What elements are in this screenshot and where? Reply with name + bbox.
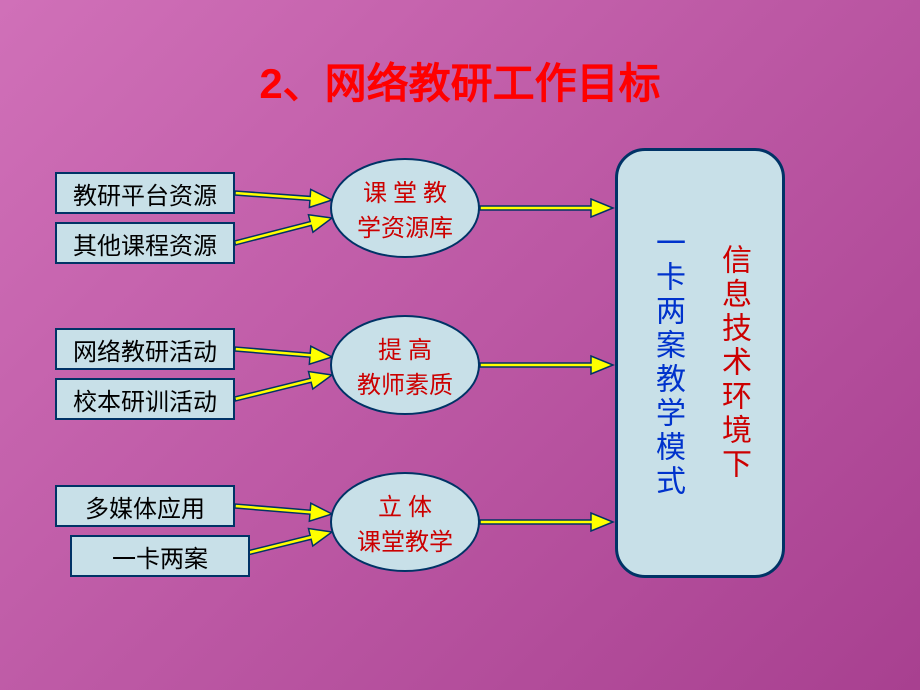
input-box-r2: 其他课程资源 (55, 222, 235, 264)
arrow (480, 513, 613, 531)
arrow (480, 356, 613, 374)
input-box-r3: 网络教研活动 (55, 328, 235, 370)
output-column-2: 一卡两案教学模式 (640, 227, 694, 499)
slide-container: 2、网络教研工作目标 一卡两案教学模式 信息技术环境下 教研平台资源其他课程资源… (0, 0, 920, 690)
input-box-r6: 一卡两案 (70, 535, 250, 577)
arrow (235, 346, 332, 364)
process-ellipse-e1: 课 堂 教学资源库 (330, 158, 480, 258)
input-box-r4: 校本研训活动 (55, 378, 235, 420)
output-column-1: 信息技术环境下 (706, 244, 760, 482)
output-rounded-box: 一卡两案教学模式 信息技术环境下 (615, 148, 785, 578)
arrow (235, 215, 332, 245)
input-box-r1: 教研平台资源 (55, 172, 235, 214)
process-ellipse-e3: 立 体课堂教学 (330, 472, 480, 572)
input-box-r5: 多媒体应用 (55, 485, 235, 527)
arrow (235, 372, 332, 401)
process-ellipse-e2: 提 高教师素质 (330, 315, 480, 415)
arrow (480, 199, 613, 217)
arrow (235, 503, 332, 521)
slide-title: 2、网络教研工作目标 (0, 50, 920, 111)
arrow (235, 189, 332, 207)
